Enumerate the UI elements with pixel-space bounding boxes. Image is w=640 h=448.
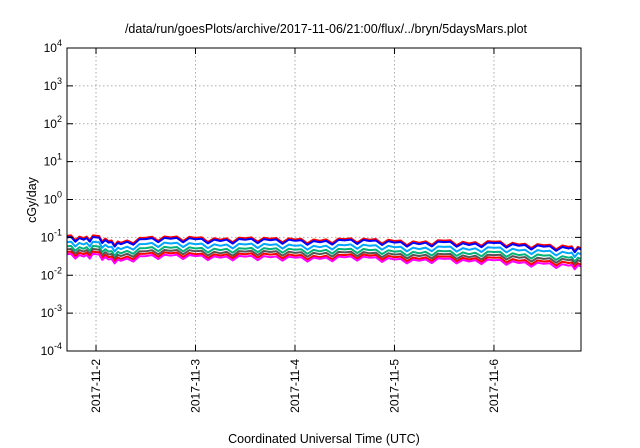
y-tick-base: 10	[44, 155, 58, 169]
y-tick-label: 10-2	[41, 265, 62, 282]
y-tick-label: 10-4	[41, 341, 62, 358]
series-line-4	[66, 245, 582, 263]
y-tick-label: 102	[44, 114, 62, 131]
x-axis: 2017-11-2 2017-11-3 2017-11-4 2017-11-5 2017…	[89, 48, 501, 413]
y-tick-exponent: -2	[54, 265, 62, 275]
x-axis-title: Coordinated Universal Time (UTC)	[228, 432, 420, 446]
x-tick-label: 2017-11-2	[89, 359, 103, 413]
grid	[67, 48, 581, 351]
y-tick-base: 10	[44, 193, 58, 207]
y-tick-label: 10-1	[41, 227, 62, 244]
y-tick-exponent: -1	[54, 227, 62, 237]
series-line-6	[66, 250, 582, 269]
y-tick-label: 101	[44, 152, 62, 169]
y-tick-label: 104	[44, 38, 62, 55]
y-tick-base: 10	[41, 268, 55, 282]
x-tick-label: 2017-11-6	[487, 359, 501, 413]
y-tick-base: 10	[41, 230, 55, 244]
series-line-3	[66, 240, 582, 258]
y-tick-exponent: 4	[57, 38, 62, 48]
series-line-5	[66, 248, 582, 266]
y-tick-base: 10	[44, 79, 58, 93]
series-line-1	[66, 234, 582, 252]
y-tick-exponent: 2	[57, 114, 62, 124]
y-tick-exponent: 3	[57, 76, 62, 86]
y-tick-base: 10	[44, 117, 58, 131]
y-tick-label: 10-3	[41, 303, 62, 320]
y-tick-exponent: -3	[54, 303, 62, 313]
series-line-2	[66, 236, 582, 254]
y-tick-label: 100	[44, 190, 62, 207]
x-tick-label: 2017-11-5	[387, 359, 401, 413]
y-tick-base: 10	[41, 344, 55, 358]
y-tick-exponent: -4	[54, 341, 62, 351]
y-tick-exponent: 0	[57, 190, 62, 200]
x-tick-label: 2017-11-4	[288, 359, 302, 413]
x-tick-label: 2017-11-3	[189, 359, 203, 413]
y-tick-label: 103	[44, 76, 62, 93]
y-axis-title: cGy/day	[25, 176, 39, 223]
series-line-7	[66, 252, 582, 271]
y-tick-base: 10	[44, 41, 58, 55]
y-tick-exponent: 1	[57, 152, 62, 162]
chart-title: /data/run/goesPlots/archive/2017-11-06/2…	[125, 22, 528, 36]
series-group	[66, 234, 582, 271]
y-tick-base: 10	[41, 306, 55, 320]
